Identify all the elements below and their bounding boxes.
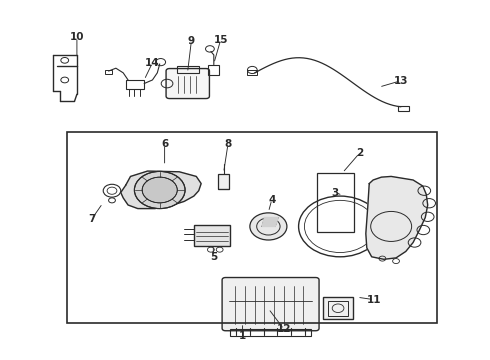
- Text: 7: 7: [88, 214, 95, 224]
- FancyBboxPatch shape: [166, 68, 209, 99]
- Bar: [67, 132, 438, 323]
- Text: 13: 13: [393, 76, 408, 86]
- Polygon shape: [366, 176, 428, 259]
- Text: 9: 9: [188, 36, 195, 46]
- Bar: [177, 66, 199, 73]
- Polygon shape: [262, 217, 278, 226]
- Text: 15: 15: [213, 35, 228, 45]
- Bar: [194, 225, 230, 246]
- Text: 10: 10: [70, 32, 84, 42]
- Text: 12: 12: [277, 324, 291, 334]
- Bar: [328, 301, 348, 316]
- Circle shape: [250, 213, 287, 240]
- Text: 3: 3: [332, 188, 339, 198]
- Bar: [317, 173, 354, 232]
- Bar: [398, 106, 409, 111]
- FancyBboxPatch shape: [222, 278, 319, 331]
- Circle shape: [134, 171, 185, 208]
- Bar: [218, 174, 229, 189]
- Circle shape: [142, 177, 177, 203]
- Text: 2: 2: [356, 148, 363, 158]
- Text: 5: 5: [210, 252, 217, 262]
- Polygon shape: [121, 171, 201, 208]
- Text: 4: 4: [268, 195, 275, 204]
- Bar: [323, 297, 353, 319]
- Bar: [125, 80, 144, 89]
- Text: 6: 6: [161, 139, 168, 149]
- Text: 8: 8: [224, 139, 232, 149]
- Text: 11: 11: [367, 295, 381, 305]
- Bar: [230, 329, 311, 336]
- Text: 1: 1: [239, 332, 246, 342]
- Bar: [105, 69, 113, 74]
- Bar: [247, 70, 257, 75]
- Bar: [208, 64, 219, 75]
- Text: 14: 14: [145, 58, 160, 68]
